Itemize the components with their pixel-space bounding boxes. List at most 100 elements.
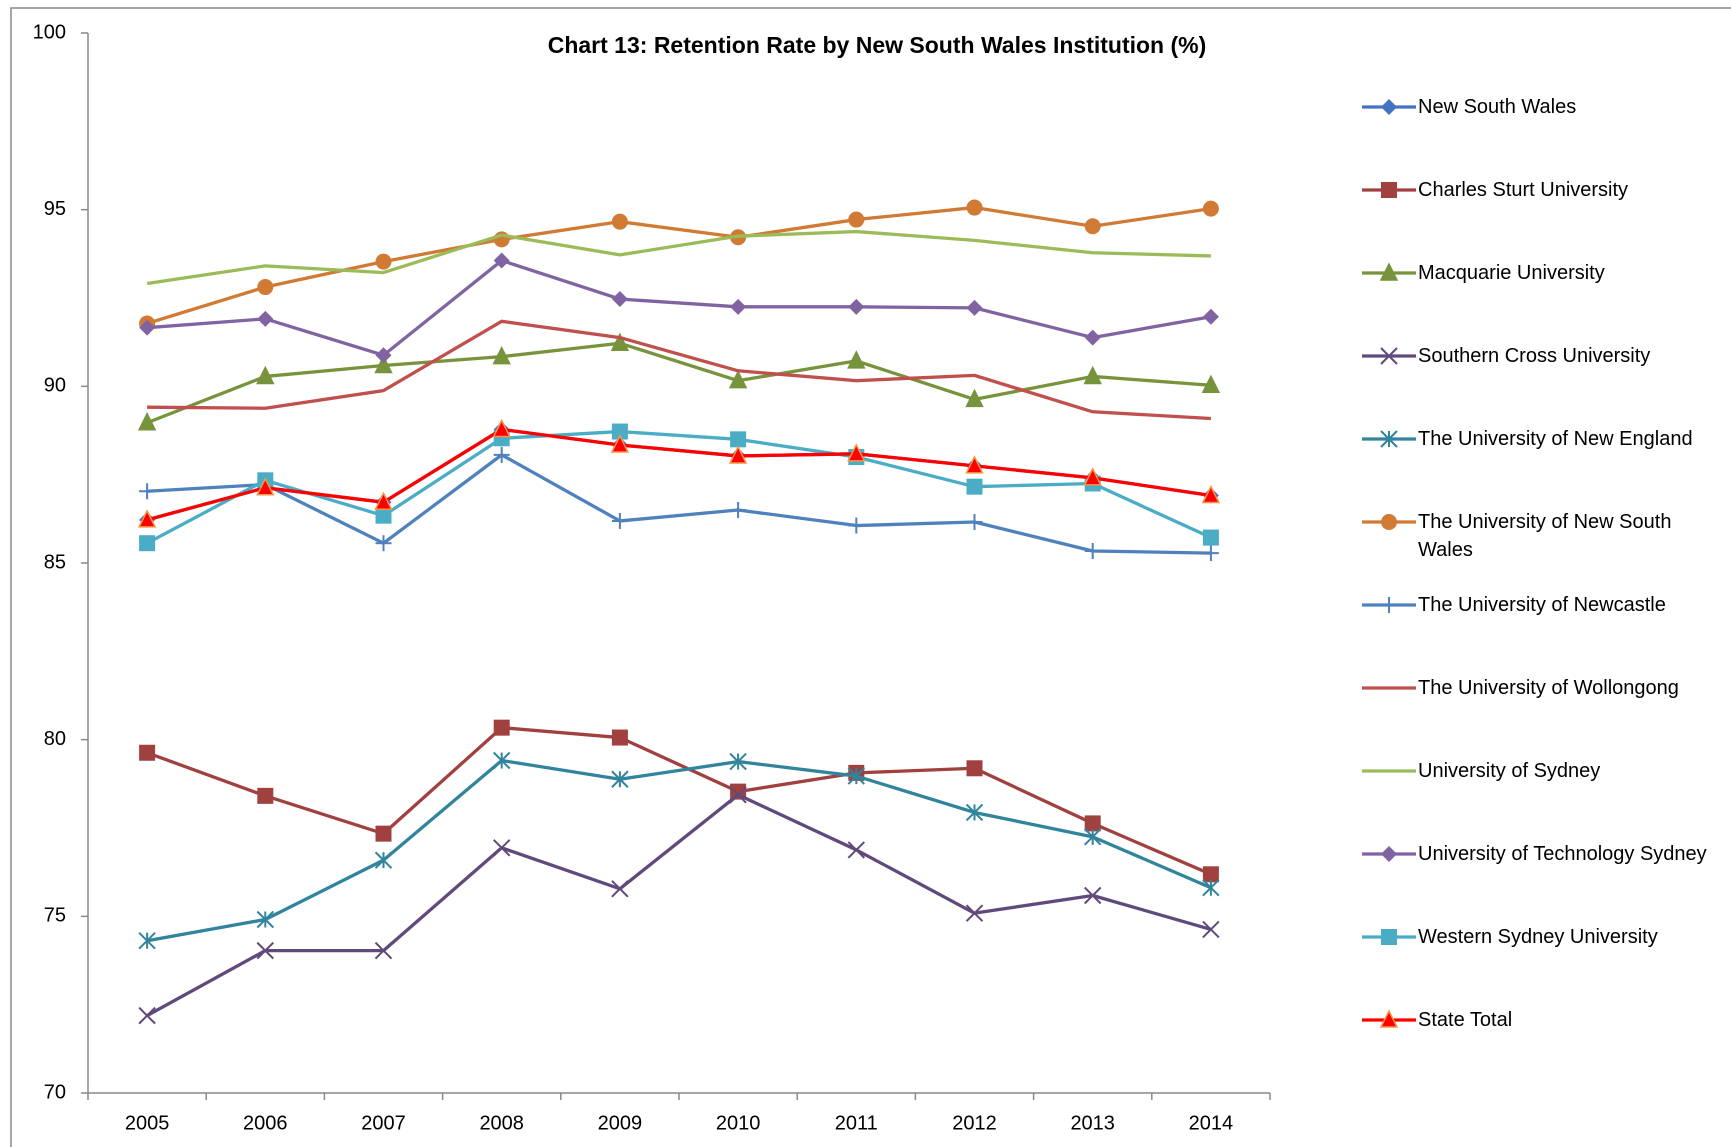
series-line [146, 205, 1212, 326]
marker [493, 446, 510, 463]
marker-stroke [611, 880, 629, 898]
x-tick-label: 2012 [952, 1112, 997, 1134]
x-tick-label: 2009 [598, 1112, 643, 1134]
marker [730, 298, 747, 315]
marker [375, 253, 392, 270]
legend-label: The University of New South Wales [1418, 511, 1672, 561]
marker-stroke [256, 941, 275, 960]
marker [137, 412, 157, 431]
legend-label: Western Sydney University [1418, 926, 1658, 948]
marker-stroke [1083, 886, 1102, 905]
series-line [147, 319, 1211, 421]
marker [139, 483, 156, 500]
marker [374, 851, 393, 869]
marker [848, 211, 865, 228]
marker [493, 719, 510, 736]
marker [1380, 430, 1398, 448]
y-tick-label: 85 [44, 551, 66, 573]
marker [1202, 200, 1219, 217]
marker [257, 279, 274, 296]
series-line [146, 427, 1212, 522]
marker [729, 786, 747, 804]
marker [730, 502, 747, 518]
marker [137, 509, 157, 528]
x-tick-label: 2014 [1189, 1112, 1234, 1134]
marker [1083, 365, 1102, 385]
marker [966, 760, 983, 777]
marker [611, 729, 628, 746]
marker [1381, 597, 1397, 613]
marker [728, 370, 748, 389]
marker [966, 299, 983, 316]
marker [730, 431, 747, 448]
marker-stroke [729, 786, 747, 804]
marker [1201, 484, 1221, 504]
marker [492, 418, 511, 438]
marker [1202, 879, 1220, 897]
marker [966, 199, 983, 216]
legend-label: The University of New England [1418, 428, 1693, 450]
marker [1083, 886, 1102, 905]
marker [374, 354, 393, 374]
marker [138, 932, 156, 950]
y-tick-label: 75 [44, 905, 66, 927]
chart-frame [10, 7, 1731, 1147]
marker [374, 491, 393, 510]
marker [611, 880, 629, 898]
y-tick-label: 90 [44, 375, 66, 397]
marker [1202, 920, 1220, 939]
marker [375, 825, 392, 842]
marker-stroke [492, 839, 511, 857]
marker [1381, 182, 1397, 198]
y-tick-label: 95 [44, 198, 66, 220]
marker [1202, 866, 1219, 883]
marker-stroke [138, 1006, 156, 1025]
legend-label: State Total [1418, 1009, 1513, 1031]
marker [1201, 374, 1221, 394]
marker [965, 904, 984, 922]
marker-stroke [1380, 347, 1398, 365]
marker [375, 347, 392, 364]
legend-label: Charles Sturt University [1418, 179, 1629, 201]
series-line [146, 793, 1212, 1018]
marker [1084, 542, 1101, 559]
marker [847, 841, 866, 859]
marker [1381, 846, 1397, 862]
marker [256, 477, 275, 496]
x-tick-label: 2010 [716, 1112, 761, 1134]
series-line [146, 758, 1212, 943]
series-line [146, 229, 1211, 286]
legend-label: New South Wales [1418, 96, 1577, 118]
marker [1380, 347, 1398, 365]
series-line [146, 341, 1212, 425]
marker [1084, 815, 1101, 832]
marker [847, 767, 866, 785]
marker [256, 365, 275, 385]
marker [965, 388, 984, 408]
marker [375, 507, 392, 524]
marker [493, 252, 510, 269]
marker [1084, 329, 1101, 346]
marker [139, 319, 156, 336]
marker [1381, 99, 1397, 115]
marker [1379, 262, 1399, 281]
marker [1379, 1009, 1399, 1028]
x-tick-label: 2013 [1070, 1112, 1115, 1134]
y-tick-label: 100 [33, 21, 66, 43]
marker [1202, 545, 1219, 562]
x-tick-label: 2011 [835, 1112, 878, 1134]
marker-stroke [847, 841, 866, 859]
x-tick-label: 2005 [125, 1112, 170, 1134]
marker [1202, 308, 1219, 325]
marker-stroke [965, 904, 984, 922]
marker [966, 514, 983, 531]
marker [848, 298, 865, 315]
marker [1084, 218, 1101, 235]
legend-label: University of Sydney [1418, 760, 1601, 782]
marker [375, 535, 392, 552]
marker [1083, 467, 1102, 486]
marker [374, 941, 393, 960]
x-tick-label: 2007 [361, 1112, 406, 1134]
marker [492, 839, 511, 857]
